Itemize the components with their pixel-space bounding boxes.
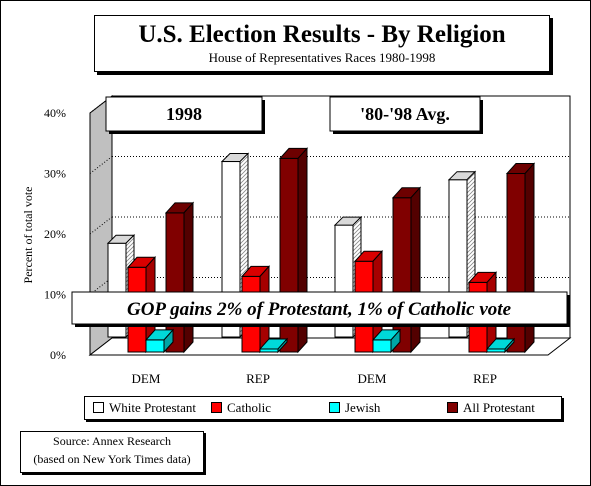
annotation-box [71,291,568,325]
bar-all-protestant-side [183,201,194,354]
legend: White Protestant Catholic Jewish All Pro… [84,396,562,420]
legend-label-all-protestant: All Protestant [463,400,535,415]
group-label: '80-'98 Avg. [360,104,450,124]
bar-jewish-side [504,337,515,354]
floor [88,337,572,356]
legend-item-all-protestant: All Protestant [447,401,535,415]
legend-swatch-all-protestant [447,402,458,413]
bar-jewish-side [163,328,174,354]
source-line-1: Source: Annex Research [53,434,171,448]
group-box [329,96,481,132]
y-tick-label: 30% [44,167,66,181]
y-tick-label: 20% [44,227,66,241]
x-category-label: REP [473,371,497,386]
bar-chart: 0% 10% 20% 30% 40% Percent of total vote DEM RE… [21,94,572,386]
title-box: U.S. Election Results - By Religion Hous… [94,15,550,72]
bar-jewish-front [372,339,392,353]
chart-subtitle: House of Representatives Races 1980-1998 [208,50,436,65]
bar-jewish [144,328,175,354]
x-category-label: DEM [358,371,387,386]
bar-jewish-front [145,339,165,353]
bar-jewish-side [390,328,401,354]
legend-item-white-protestant: White Protestant [93,401,196,415]
y-axis-label: Percent of total vote [21,187,35,284]
bar-all-protestant [391,186,422,354]
legend-swatch-white-protestant [93,402,104,413]
bar-jewish [258,337,289,354]
legend-swatch-catholic [211,402,222,413]
bar-all-protestant-side [410,186,421,354]
bar-all-protestant-front [392,197,412,353]
legend-label-catholic: Catholic [227,400,272,415]
y-tick-label: 0% [50,348,66,362]
legend-swatch-jewish [329,402,340,413]
legend-item-jewish: Jewish [329,401,380,415]
x-category-label: REP [246,371,270,386]
x-category-label: DEM [132,371,161,386]
y-tick-label: 10% [44,288,66,302]
y-tick-label: 40% [44,106,66,120]
group-label: 1998 [166,104,202,124]
bar-jewish [371,328,402,354]
group-box [105,96,263,132]
annotation-text: GOP gains 2% of Protestant, 1% of Cathol… [127,299,512,320]
source-line-2: (based on New York Times data) [33,452,191,466]
source-note: Source: Annex Research (based on New Yor… [20,431,204,473]
chart-title: U.S. Election Results - By Religion [138,21,506,48]
legend-label-jewish: Jewish [345,400,381,415]
bar-jewish [485,337,516,354]
legend-label-white-protestant: White Protestant [109,400,197,415]
legend-item-catholic: Catholic [211,401,271,415]
bar-jewish-side [277,337,288,354]
